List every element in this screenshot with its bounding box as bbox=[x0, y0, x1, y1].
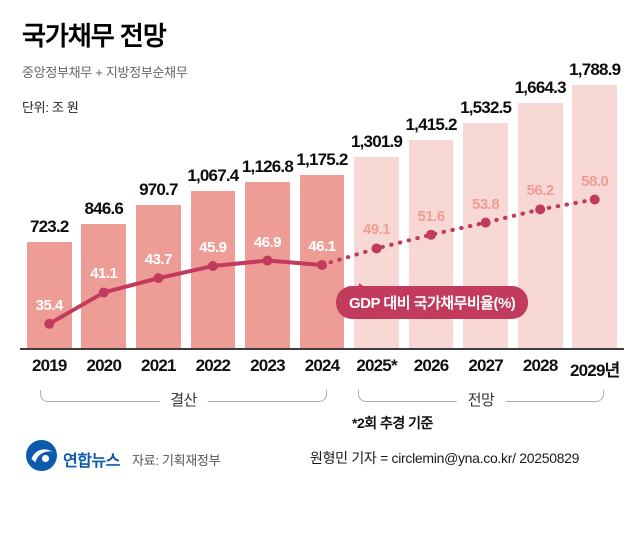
x-axis-label: 2019 bbox=[31, 356, 67, 375]
bar-value: 970.7 bbox=[139, 180, 178, 200]
bar-value: 1,415.2 bbox=[405, 114, 458, 134]
bar-2029년 bbox=[572, 85, 618, 348]
x-axis bbox=[20, 348, 624, 350]
bar-2019 bbox=[26, 241, 72, 348]
yonhap-logo-icon bbox=[26, 440, 57, 471]
bar-value: 1,788.9 bbox=[569, 60, 621, 79]
bar-value: 1,301.9 bbox=[350, 131, 403, 151]
chart-subtitle: 중앙정부채무 + 지방정부순채무 bbox=[22, 65, 188, 80]
footnote: *2회 추경 기준 bbox=[352, 415, 433, 431]
x-axis-label: 2028 bbox=[522, 356, 558, 375]
x-axis-label: 2029년 bbox=[570, 361, 620, 380]
x-axis-label: 2027 bbox=[468, 356, 503, 375]
credit-line: 원형민 기자 = circlemin@yna.co.kr/ 20250829 bbox=[310, 450, 580, 466]
x-axis-label: 2022 bbox=[195, 356, 231, 375]
bracket-actual: 결산 bbox=[40, 389, 327, 410]
yonhap-logo-text: 연합뉴스 bbox=[63, 453, 120, 470]
bar-value: 1,175.2 bbox=[296, 150, 348, 170]
x-axis-label: 2023 bbox=[250, 356, 285, 375]
debt-ratio-line bbox=[44, 194, 600, 329]
unit-label: 단위: 조 원 bbox=[22, 100, 79, 115]
header: 국가채무 전망 중앙정부채무 + 지방정부순채무 단위: 조 원 bbox=[22, 16, 188, 116]
bracket-forecast: 전망 bbox=[358, 389, 604, 410]
bar-value: 1,126.8 bbox=[241, 157, 294, 177]
x-axis-labels: 2019 2020 2021 2022 2023 2024 2025* 2026 2027 202… bbox=[22, 356, 622, 381]
bar-value: 1,067.4 bbox=[187, 166, 239, 186]
bracket-forecast-label: 전망 bbox=[456, 389, 506, 410]
x-axis-label: 2020 bbox=[86, 356, 122, 375]
bar-2020 bbox=[81, 223, 127, 348]
x-axis-label: 2025* bbox=[356, 356, 397, 375]
page-title: 국가채무 전망 bbox=[22, 21, 167, 51]
bar-value: 723.2 bbox=[29, 216, 69, 236]
badge-label: GDP 대비 국가채무비율(%) bbox=[349, 295, 516, 312]
bar-value: 846.6 bbox=[84, 198, 124, 218]
bar-value: 1,532.5 bbox=[460, 97, 512, 117]
line-series-badge: GDP 대비 국가채무비율(%) bbox=[336, 273, 529, 319]
footer: 연합뉴스 자료: 기획재정부 원형민 기자 = circlemin@yna.co… bbox=[0, 438, 640, 478]
x-axis-label: 2021 bbox=[141, 356, 176, 375]
x-axis-label: 2026 bbox=[413, 356, 449, 375]
x-axis-label: 2024 bbox=[304, 356, 340, 375]
bracket-actual-label: 결산 bbox=[159, 389, 208, 410]
source-label: 자료: 기획재정부 bbox=[132, 453, 221, 468]
chart-area: 723.2 846.6 970.7 1,067.4 1,126.8 1,175.2 1,30… bbox=[22, 40, 622, 348]
bar-value: 1,664.3 bbox=[514, 78, 567, 98]
